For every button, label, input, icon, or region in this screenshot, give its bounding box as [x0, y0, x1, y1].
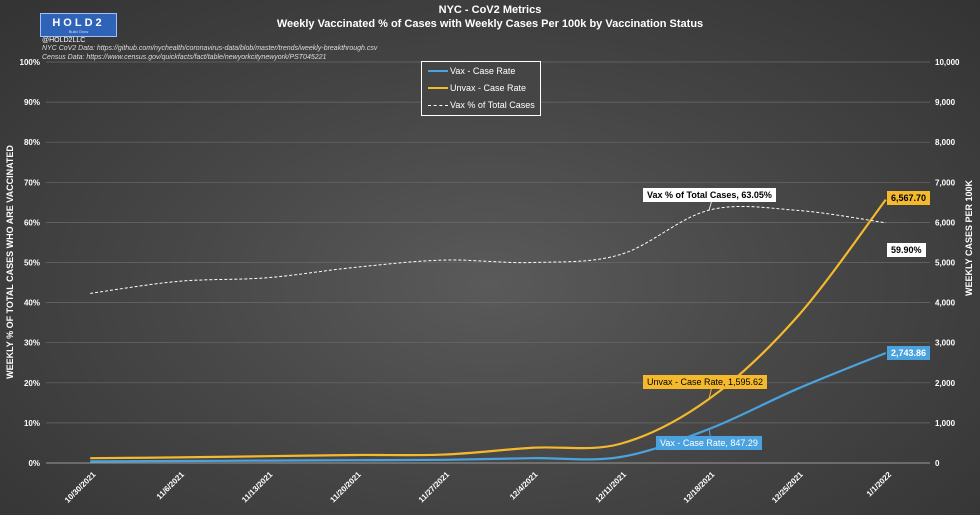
hold2-logo: HOLD2 Build Grow: [40, 13, 117, 37]
legend-swatch-unvax: [428, 87, 448, 89]
callout-pct-last: 59.90%: [887, 243, 926, 257]
callout-unvax-mid: Unvax - Case Rate, 1,595.62: [643, 375, 768, 389]
x-tick-label: 11/20/2021: [328, 470, 363, 505]
left-tick-label: 50%: [24, 259, 40, 268]
right-tick-label: 7,000: [935, 178, 956, 187]
callout-vax-mid: Vax - Case Rate, 847.29: [656, 436, 762, 450]
left-tick-label: 20%: [24, 379, 40, 388]
legend-swatch-pct: [428, 104, 448, 106]
source-census-data: Census Data: https://www.census.gov/quic…: [42, 54, 327, 61]
right-tick-label: 1,000: [935, 419, 956, 428]
x-tick-label: 12/11/2021: [594, 470, 629, 505]
right-tick-label: 8,000: [935, 138, 956, 147]
left-tick-label: 40%: [24, 299, 40, 308]
x-tick-label: 12/18/2021: [682, 470, 717, 505]
right-tick-label: 0: [935, 459, 940, 468]
left-tick-label: 90%: [24, 98, 40, 107]
y-left-axis-label: WEEKLY % OF TOTAL CASES WHO ARE VACCINAT…: [5, 145, 15, 379]
left-tick-label: 60%: [24, 218, 40, 227]
legend-label-pct: Vax % of Total Cases: [450, 100, 535, 110]
right-tick-label: 4,000: [935, 299, 956, 308]
unvax-case-rate-line: [90, 198, 887, 460]
right-tick-label: 5,000: [935, 259, 956, 268]
right-tick-label: 10,000: [935, 58, 960, 67]
right-tick-label: 9,000: [935, 98, 956, 107]
legend-item-unvax: Unvax - Case Rate: [428, 81, 526, 95]
vax-case-rate-line: [90, 351, 887, 463]
left-tick-label: 30%: [24, 339, 40, 348]
chart-grid: [46, 61, 930, 464]
legend-item-vax: Vax - Case Rate: [428, 64, 515, 78]
y-right-axis-label: WEEKLY CASES PER 100K: [964, 179, 974, 296]
legend-label-unvax: Unvax - Case Rate: [450, 83, 527, 93]
chart-title: NYC - CoV2 Metrics: [438, 4, 542, 16]
source-covid-data: NYC CoV2 Data: https://github.com/nychea…: [42, 45, 378, 52]
left-tick-label: 80%: [24, 138, 40, 147]
left-tick-label: 10%: [24, 419, 40, 428]
legend-label-vax: Vax - Case Rate: [450, 66, 516, 76]
left-tick-label: 100%: [20, 58, 40, 67]
logo-text: HOLD2: [52, 16, 105, 29]
right-tick-label: 6,000: [935, 218, 956, 227]
callout-unvax-last: 6,567.70: [887, 191, 931, 205]
x-tick-label: 10/30/2021: [63, 470, 98, 505]
logo-tagline: Build Grow: [68, 28, 89, 34]
right-tick-label: 3,000: [935, 339, 956, 348]
callout-leaders: [708, 199, 713, 447]
x-axis-ticks: 10/30/2021 11/6/2021 11/13/2021 11/20/2021 1…: [63, 470, 894, 505]
left-tick-label: 0%: [28, 459, 40, 468]
chart-subtitle: Weekly Vaccinated % of Cases with Weekly…: [276, 18, 704, 30]
callout-vax-last: 2,743.86: [887, 346, 931, 360]
right-tick-label: 2,000: [935, 379, 956, 388]
x-tick-label: 11/13/2021: [240, 470, 275, 505]
x-tick-label: 11/27/2021: [417, 470, 452, 505]
x-tick-label: 1/1/2022: [865, 470, 894, 499]
legend-swatch-vax: [428, 70, 448, 72]
right-axis-ticks: 0 1,000 2,000 3,000 4,000 5,000 6,000 7,000 8,00…: [935, 58, 960, 468]
x-tick-label: 12/4/2021: [508, 470, 540, 502]
callout-pct-peak: Vax % of Total Cases, 63.05%: [643, 188, 776, 202]
x-tick-label: 12/25/2021: [770, 470, 805, 505]
legend-item-pct: Vax % of Total Cases: [428, 98, 535, 112]
legend: Vax - Case Rate Unvax - Case Rate Vax % …: [421, 61, 541, 116]
series-lines: [90, 198, 887, 463]
left-tick-label: 70%: [24, 178, 40, 187]
vax-pct-line: [90, 205, 886, 294]
left-axis-ticks: 0% 10% 20% 30% 40% 50% 60% 70% 80% 90% 100%: [20, 58, 40, 468]
x-tick-label: 11/6/2021: [155, 470, 187, 502]
twitter-handle: @HOLD2LLC: [42, 37, 86, 44]
